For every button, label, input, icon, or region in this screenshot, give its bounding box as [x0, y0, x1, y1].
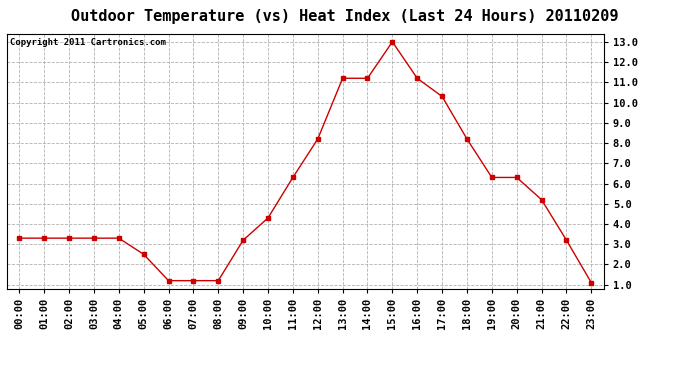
Text: Copyright 2011 Cartronics.com: Copyright 2011 Cartronics.com — [10, 38, 166, 46]
Text: Outdoor Temperature (vs) Heat Index (Last 24 Hours) 20110209: Outdoor Temperature (vs) Heat Index (Las… — [71, 9, 619, 24]
